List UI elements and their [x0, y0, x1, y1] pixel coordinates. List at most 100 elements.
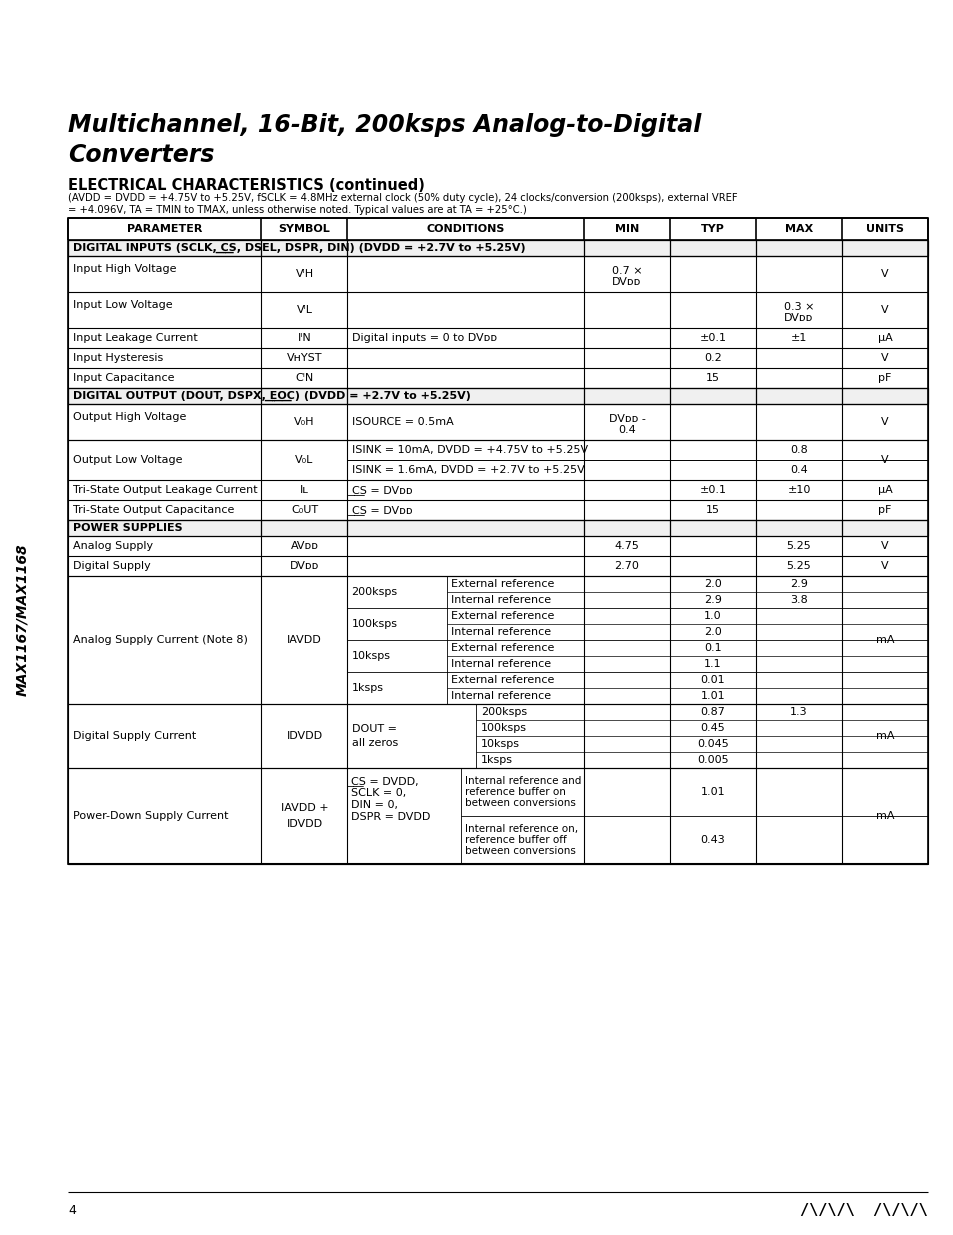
Text: DIGITAL OUTPUT (DOUT, DSPX, ͟E͟O͟C) (DVDD = +2.7V to +5.25V): DIGITAL OUTPUT (DOUT, DSPX, ͟E͟O͟C) (DVD…: [73, 390, 471, 401]
Text: between conversions: between conversions: [464, 846, 576, 856]
Text: between conversions: between conversions: [464, 798, 576, 808]
Text: ±10: ±10: [786, 485, 810, 495]
Text: reference buffer on: reference buffer on: [464, 787, 565, 797]
Text: V: V: [881, 269, 888, 279]
Text: CᴵN: CᴵN: [295, 373, 314, 383]
Text: ±0.1: ±0.1: [699, 333, 726, 343]
Text: 2.0: 2.0: [703, 627, 721, 637]
Text: 10ksps: 10ksps: [351, 651, 390, 661]
Text: 0.1: 0.1: [703, 643, 721, 653]
Text: PARAMETER: PARAMETER: [127, 224, 202, 233]
Text: 100ksps: 100ksps: [480, 722, 526, 734]
Text: 0.2: 0.2: [703, 353, 721, 363]
Text: Internal reference on,: Internal reference on,: [464, 824, 578, 834]
Text: DOUT =: DOUT =: [352, 724, 397, 734]
Text: V: V: [881, 417, 888, 427]
Text: IAVDD +: IAVDD +: [280, 803, 328, 813]
Text: V: V: [881, 305, 888, 315]
Text: Input Low Voltage: Input Low Voltage: [73, 300, 172, 310]
Text: Analog Supply: Analog Supply: [73, 541, 153, 551]
Text: 0.045: 0.045: [697, 739, 728, 748]
Text: reference buffer off: reference buffer off: [464, 835, 566, 845]
Text: Internal reference: Internal reference: [451, 659, 551, 669]
Bar: [68, 520, 927, 536]
Text: 2.70: 2.70: [614, 561, 639, 571]
Text: Tri-State Output Leakage Current: Tri-State Output Leakage Current: [73, 485, 257, 495]
Text: 2.9: 2.9: [703, 595, 721, 605]
Text: MAX1167/MAX1168: MAX1167/MAX1168: [15, 543, 29, 697]
Text: 0.4: 0.4: [789, 466, 807, 475]
Text: DSPR = DVDD: DSPR = DVDD: [351, 811, 431, 823]
Text: V: V: [881, 561, 888, 571]
Text: mA: mA: [875, 635, 893, 645]
Text: External reference: External reference: [451, 579, 554, 589]
Text: Converters: Converters: [68, 143, 214, 167]
Text: 0.3 ×: 0.3 ×: [783, 303, 814, 312]
Text: Digital inputs = 0 to DVᴅᴅ: Digital inputs = 0 to DVᴅᴅ: [352, 333, 497, 343]
Text: 0.4: 0.4: [618, 425, 636, 435]
Text: 2.9: 2.9: [789, 579, 807, 589]
Text: AVᴅᴅ: AVᴅᴅ: [291, 541, 318, 551]
Text: mA: mA: [875, 731, 893, 741]
Text: MIN: MIN: [615, 224, 639, 233]
Bar: [68, 219, 927, 864]
Text: UNITS: UNITS: [865, 224, 903, 233]
Text: Power-Down Supply Current: Power-Down Supply Current: [73, 811, 229, 821]
Text: pF: pF: [878, 373, 891, 383]
Text: 0.01: 0.01: [700, 676, 724, 685]
Text: ELECTRICAL CHARACTERISTICS (continued): ELECTRICAL CHARACTERISTICS (continued): [68, 178, 424, 193]
Text: V: V: [881, 454, 888, 466]
Text: Output Low Voltage: Output Low Voltage: [73, 454, 182, 466]
Text: pF: pF: [878, 505, 891, 515]
Text: Multichannel, 16-Bit, 200ksps Analog-to-Digital: Multichannel, 16-Bit, 200ksps Analog-to-…: [68, 112, 700, 137]
Text: DIN = 0,: DIN = 0,: [351, 800, 398, 810]
Text: 1.1: 1.1: [703, 659, 721, 669]
Text: DVᴅᴅ -: DVᴅᴅ -: [608, 414, 645, 424]
Text: 5.25: 5.25: [786, 541, 810, 551]
Text: 0.45: 0.45: [700, 722, 724, 734]
Text: DVᴅᴅ: DVᴅᴅ: [290, 561, 319, 571]
Text: ͟C͟S = DVᴅᴅ: ͟C͟S = DVᴅᴅ: [352, 485, 413, 495]
Text: IAVDD: IAVDD: [287, 635, 321, 645]
Text: 0.7 ×: 0.7 ×: [611, 266, 641, 275]
Text: 1.3: 1.3: [789, 706, 807, 718]
Text: 1ksps: 1ksps: [480, 755, 512, 764]
Text: 1.0: 1.0: [703, 611, 721, 621]
Text: Output High Voltage: Output High Voltage: [73, 412, 186, 422]
Text: 0.43: 0.43: [700, 835, 724, 845]
Text: C₀UT: C₀UT: [291, 505, 317, 515]
Bar: [68, 240, 927, 256]
Text: Digital Supply Current: Digital Supply Current: [73, 731, 196, 741]
Text: Internal reference: Internal reference: [451, 627, 551, 637]
Text: mA: mA: [875, 811, 893, 821]
Text: Internal reference and: Internal reference and: [464, 776, 580, 785]
Text: 1.01: 1.01: [700, 692, 724, 701]
Text: μA: μA: [877, 485, 891, 495]
Text: V: V: [881, 353, 888, 363]
Bar: [68, 219, 927, 240]
Text: Internal reference: Internal reference: [451, 692, 551, 701]
Text: VᴵL: VᴵL: [296, 305, 313, 315]
Text: Analog Supply Current (Note 8): Analog Supply Current (Note 8): [73, 635, 248, 645]
Text: Input Capacitance: Input Capacitance: [73, 373, 174, 383]
Text: = +4.096V, TA = TMIN to TMAX, unless otherwise noted. Typical values are at TA =: = +4.096V, TA = TMIN to TMAX, unless oth…: [68, 205, 526, 215]
Text: Digital Supply: Digital Supply: [73, 561, 151, 571]
Bar: [68, 388, 927, 404]
Text: V₀L: V₀L: [295, 454, 314, 466]
Text: Internal reference: Internal reference: [451, 595, 551, 605]
Text: SYMBOL: SYMBOL: [278, 224, 330, 233]
Text: Input Leakage Current: Input Leakage Current: [73, 333, 197, 343]
Text: /\/\/\  /\/\/\: /\/\/\ /\/\/\: [800, 1203, 927, 1218]
Text: External reference: External reference: [451, 676, 554, 685]
Text: TYP: TYP: [700, 224, 724, 233]
Text: 4.75: 4.75: [614, 541, 639, 551]
Text: DIGITAL INPUTS (SCLK, ͟C͟S, DSEL, DSPR, DIN) (DVDD = +2.7V to +5.25V): DIGITAL INPUTS (SCLK, ͟C͟S, DSEL, DSPR, …: [73, 243, 525, 253]
Text: 100ksps: 100ksps: [351, 619, 397, 629]
Text: 0.8: 0.8: [789, 445, 807, 454]
Text: VᴵH: VᴵH: [295, 269, 314, 279]
Text: Input Hysteresis: Input Hysteresis: [73, 353, 163, 363]
Text: DVᴅᴅ: DVᴅᴅ: [612, 277, 641, 287]
Text: ͟C͟S = DVᴅᴅ: ͟C͟S = DVᴅᴅ: [352, 505, 413, 515]
Text: 4: 4: [68, 1203, 76, 1216]
Text: (AVDD = DVDD = +4.75V to +5.25V, fSCLK = 4.8MHz external clock (50% duty cycle),: (AVDD = DVDD = +4.75V to +5.25V, fSCLK =…: [68, 193, 737, 203]
